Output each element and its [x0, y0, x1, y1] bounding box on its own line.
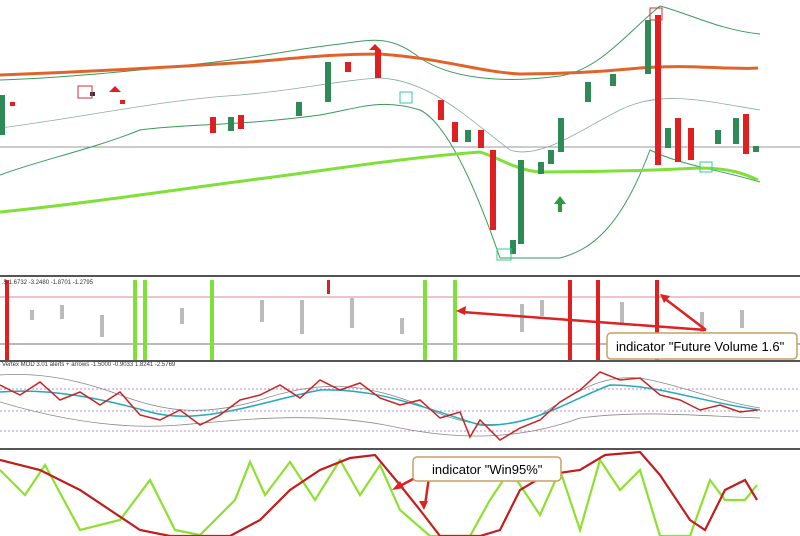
candle [478, 130, 484, 148]
shape [655, 280, 659, 360]
candle [743, 114, 749, 154]
low-volume-bars [133, 280, 457, 360]
candle [0, 95, 5, 135]
arrowhead [392, 481, 428, 510]
candle [238, 115, 244, 129]
pane-label: Vertex MOD 3.01 alerts + arrows -1.5000 … [2, 362, 176, 368]
annotation-arrow [461, 297, 707, 332]
pane-label: .5 1.6732 -3.2480 -1.8701 -1.2795 [2, 280, 94, 286]
annotation-text: indicator "Future Volume 1.6" [616, 339, 785, 354]
shape [520, 304, 524, 332]
annotation-future-volume: indicator "Future Volume 1.6" [456, 294, 798, 360]
candle [345, 62, 351, 72]
signal-box [699, 161, 713, 173]
signal-box [649, 7, 663, 21]
shape [143, 280, 147, 360]
candle [655, 15, 661, 165]
candle [375, 50, 381, 78]
annotation-box [412, 456, 562, 482]
candle [210, 117, 216, 133]
candle [120, 100, 125, 104]
candle [675, 118, 681, 162]
candle [538, 162, 544, 174]
shape [60, 305, 64, 319]
shape [300, 300, 304, 334]
candle [753, 146, 759, 152]
moving-average-slow [0, 52, 759, 77]
candle [465, 130, 471, 142]
candle [645, 20, 651, 74]
shape [30, 310, 34, 320]
annotation-box [606, 332, 798, 360]
candle [490, 150, 496, 230]
volume-bars [30, 298, 744, 337]
candle [610, 74, 616, 86]
vertex-pane: Vertex MOD 3.01 alerts + arrows -1.5000 … [0, 362, 800, 441]
win95-pane [0, 450, 758, 536]
price-pane [0, 5, 800, 261]
shape [5, 280, 9, 360]
slow-line [0, 450, 758, 536]
candle [688, 128, 694, 160]
shape [210, 280, 214, 360]
candle [325, 62, 331, 102]
candle [228, 117, 234, 131]
bollinger-lower [0, 103, 761, 259]
moving-average-fast [0, 150, 759, 214]
bollinger-middle [0, 77, 761, 153]
candles [0, 15, 759, 254]
level-lines [0, 388, 800, 432]
candle [665, 128, 671, 148]
signal-box [496, 248, 512, 261]
band-lower [0, 401, 761, 437]
shape [133, 280, 137, 360]
shape [700, 312, 704, 332]
shape [620, 302, 624, 324]
signal-box [399, 91, 413, 104]
candle [585, 82, 591, 102]
shape [350, 298, 354, 328]
candle [452, 122, 458, 142]
vertex-line [0, 371, 758, 441]
candle [518, 160, 524, 244]
annotation-text: indicator "Win95%" [432, 462, 543, 477]
candle [296, 102, 302, 116]
candle [558, 118, 564, 152]
shape [740, 310, 744, 328]
shape [540, 300, 544, 316]
candle [10, 102, 15, 106]
shape [596, 280, 600, 360]
shape [453, 280, 457, 360]
shape [400, 318, 404, 334]
candle [510, 240, 516, 254]
buy-arrow [554, 196, 566, 212]
shape [180, 308, 184, 324]
candle [548, 150, 554, 164]
candle [733, 118, 739, 144]
candle [715, 130, 721, 144]
candle [438, 100, 444, 120]
annotation-win95: indicator "Win95%" [392, 456, 562, 510]
shape [327, 280, 330, 294]
shape [260, 300, 264, 322]
fast-line [0, 457, 758, 536]
shape [423, 280, 427, 360]
signal-box [77, 85, 93, 99]
shape [100, 315, 104, 337]
